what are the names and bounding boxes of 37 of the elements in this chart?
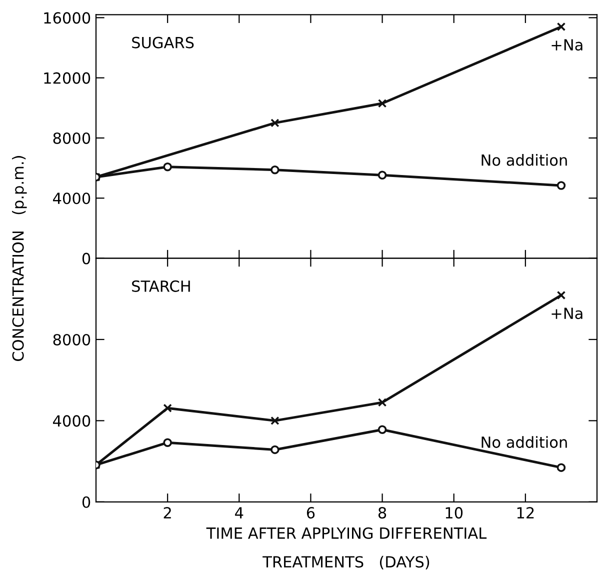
x-axis-title: TIME AFTER APPLYING DIFFERENTIAL TREATMENTS (DAYS) <box>206 527 487 570</box>
point <box>378 398 387 407</box>
series-label: +Na <box>552 39 582 51</box>
y-tick-label: 0 <box>82 252 90 264</box>
x-tick-label: 10 <box>446 507 463 519</box>
series-label: No addition <box>482 436 567 448</box>
series-label: No addition <box>482 154 567 166</box>
point <box>163 438 172 447</box>
point <box>270 416 280 426</box>
point <box>378 99 387 108</box>
point <box>556 181 566 190</box>
point <box>163 404 172 412</box>
y-tick-label: 16000 <box>44 12 90 24</box>
y-tick-label: 4000 <box>53 415 90 427</box>
point <box>556 22 566 32</box>
point <box>556 290 566 300</box>
point <box>163 162 172 172</box>
x-tick-label: 4 <box>235 507 244 518</box>
point <box>378 170 387 180</box>
x-tick-label: 2 <box>164 507 171 518</box>
point <box>556 463 566 472</box>
y-tick-label: 12000 <box>44 72 90 84</box>
text: SUGARS <box>132 36 194 48</box>
y-tick-label: 8000 <box>53 334 90 346</box>
point <box>378 425 387 434</box>
y-tick-label: 8000 <box>53 132 90 144</box>
y-axis-title: CONCENTRATION (p.p.m.) <box>12 156 27 361</box>
y-tick-label: 0 <box>82 496 90 508</box>
point <box>270 445 280 454</box>
point <box>270 165 280 174</box>
x-tick-label: 12 <box>517 507 534 518</box>
x-tick-label: 6 <box>306 507 315 519</box>
y-tick-label: 4000 <box>53 192 90 204</box>
x-tick-label: 8 <box>378 507 386 519</box>
text: STARCH <box>132 280 190 292</box>
series-label: +Na <box>552 308 582 320</box>
point <box>270 118 280 128</box>
